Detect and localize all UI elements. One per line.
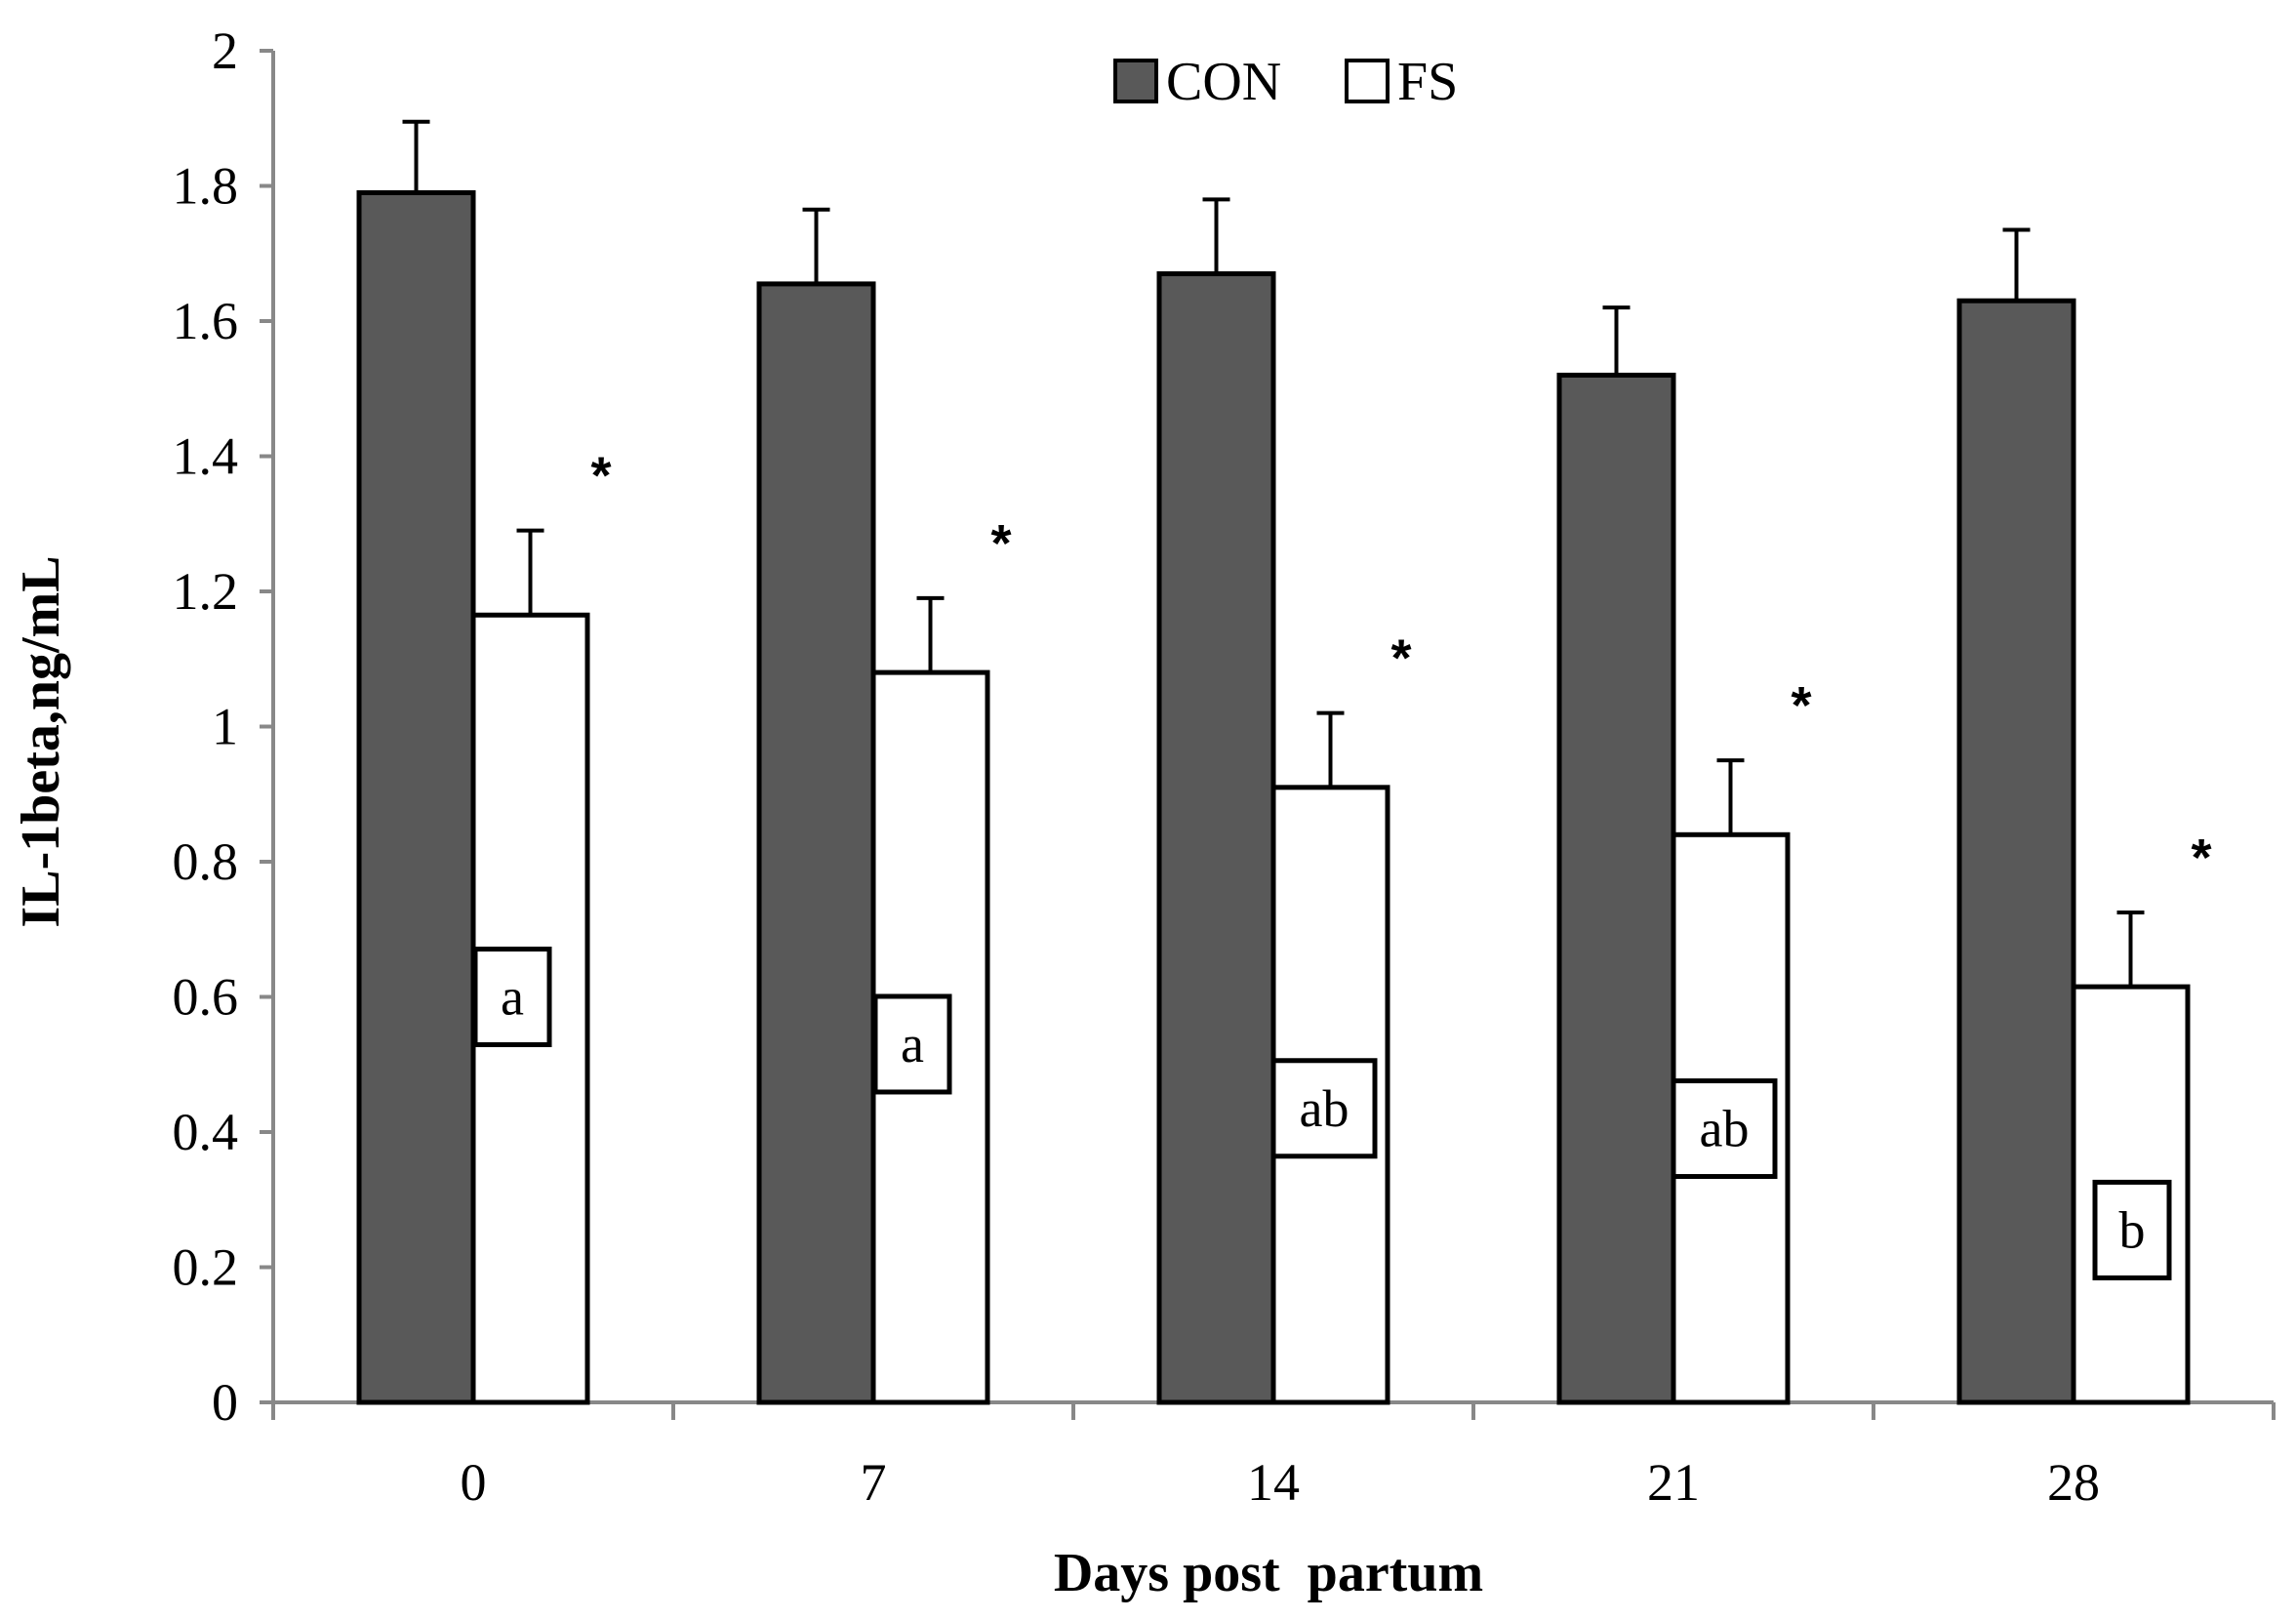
- x-tick-label: 0: [461, 1453, 487, 1512]
- group-letter: a: [501, 968, 524, 1027]
- group-letter: a: [901, 1015, 924, 1073]
- group-letter-box: [2092, 1179, 2172, 1280]
- bar-con: [1956, 298, 2076, 1405]
- legend-swatch-con: [1113, 59, 1158, 103]
- y-axis: 0 0.2 0.4 0.6 0.8 1 1.2 1.4 1.6 1.8 2: [173, 21, 275, 1432]
- y-tick-label: 1.6: [173, 292, 239, 350]
- significance-marker: *: [1791, 676, 1811, 735]
- group-letter: b: [2119, 1200, 2146, 1259]
- group-letter: ab: [1300, 1079, 1349, 1138]
- group-letter-box: [472, 947, 552, 1047]
- y-tick-label: 0.2: [173, 1238, 239, 1297]
- y-tick-label: 1.8: [173, 157, 239, 216]
- bar-con: [1556, 372, 1676, 1405]
- y-tick-label: 1.4: [173, 427, 239, 486]
- y-tick-label: 0.6: [173, 968, 239, 1027]
- x-tick-label: 21: [1647, 1453, 1700, 1512]
- x-tick-label: 14: [1247, 1453, 1300, 1512]
- significance-marker: *: [990, 514, 1011, 573]
- y-tick-label: 2: [212, 21, 238, 80]
- x-axis: 0 7 14 21 28: [271, 1400, 2276, 1512]
- legend-swatch-fs: [1345, 59, 1390, 103]
- y-tick-label: 1: [212, 698, 238, 756]
- x-tick-label: 7: [861, 1453, 887, 1512]
- annotations: * a * a * ab * ab * b: [472, 447, 2212, 1280]
- group-letter-box: [872, 993, 952, 1095]
- x-axis-title: Days post partum: [1054, 1543, 1483, 1603]
- legend: CON FS: [1113, 52, 1458, 112]
- bar-con: [1156, 271, 1276, 1405]
- y-tick-label: 1.2: [173, 562, 239, 621]
- y-tick-label: 0: [212, 1373, 238, 1432]
- x-tick-label: 28: [2047, 1453, 2100, 1512]
- y-tick-label: 0.8: [173, 832, 239, 891]
- legend-label-con: CON: [1166, 52, 1281, 112]
- y-tick-label: 0.4: [173, 1103, 239, 1161]
- bar-con: [756, 281, 876, 1405]
- group-letter-box: [1270, 1058, 1378, 1159]
- group-letter-box: [1671, 1078, 1778, 1180]
- bars: [356, 119, 2191, 1405]
- legend-label-fs: FS: [1397, 52, 1458, 112]
- y-axis-title: IL-1beta,ng/mL: [11, 555, 71, 927]
- significance-marker: *: [2191, 829, 2211, 887]
- significance-marker: *: [590, 447, 611, 506]
- significance-marker: *: [1390, 629, 1411, 688]
- group-letter: ab: [1700, 1100, 1750, 1158]
- bar-con: [356, 189, 476, 1405]
